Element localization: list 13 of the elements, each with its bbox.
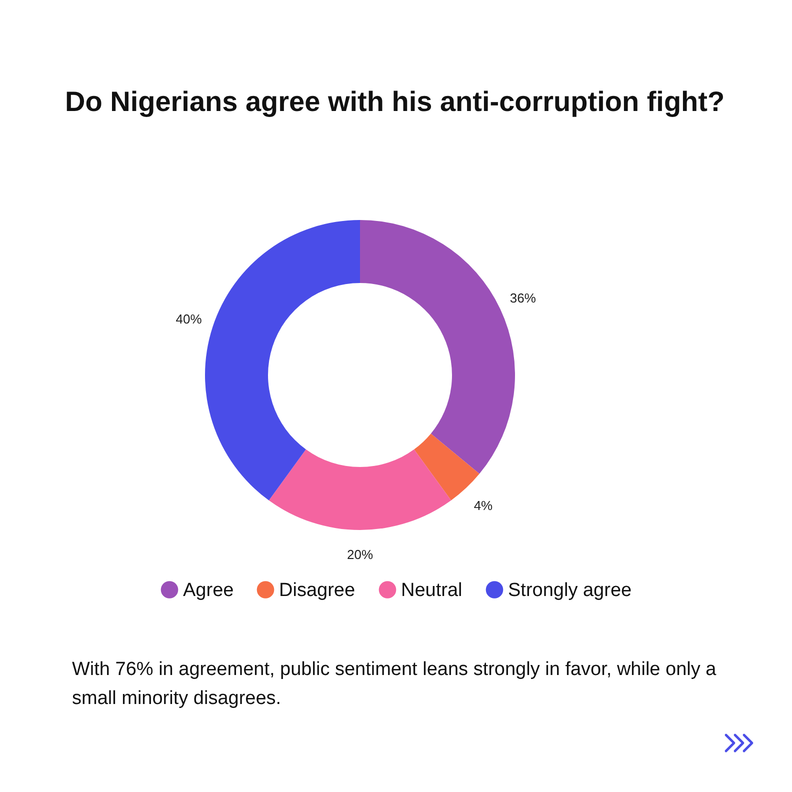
- legend-label: Agree: [183, 580, 234, 601]
- legend-label: Neutral: [401, 580, 462, 601]
- data-label: 40%: [176, 311, 202, 326]
- legend-label: Strongly agree: [508, 580, 632, 601]
- donut-slice: [268, 449, 452, 530]
- donut-slice: [414, 434, 480, 500]
- legend-label: Disagree: [279, 580, 356, 601]
- data-label: 20%: [346, 547, 374, 562]
- donut-slice: [205, 220, 360, 500]
- chart-title: Do Nigerians agree with his anti-corruption fight?: [65, 85, 726, 119]
- text: With 76% in agreement, public sentiment leans strongly in favor, while only a small minority disagrees.: [72, 658, 718, 711]
- data-label: 36%: [510, 290, 536, 306]
- data-label: 4%: [474, 498, 494, 514]
